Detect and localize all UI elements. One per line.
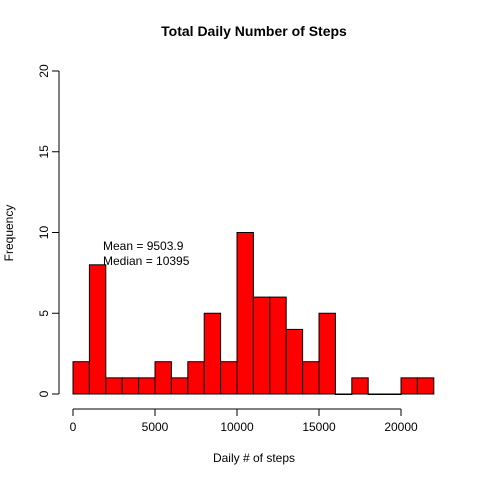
histogram-bar: [367, 393, 386, 395]
x-axis-ticks: 0 5000 10000 15000 20000: [70, 409, 418, 434]
x-tick-label: 15000: [302, 420, 336, 434]
histogram-bar: [121, 377, 140, 395]
x-tick-label: 10000: [220, 420, 254, 434]
histogram-bar: [105, 377, 123, 395]
histogram-bar: [88, 264, 107, 395]
median-annotation: Median = 10395: [103, 254, 190, 268]
histogram-bars: [72, 232, 435, 395]
histogram-bar: [236, 232, 254, 395]
y-tick-label: 15: [37, 145, 51, 159]
histogram-bar: [351, 377, 369, 395]
histogram-bar: [138, 377, 156, 395]
histogram-bar: [334, 393, 353, 395]
histogram-bar: [72, 361, 90, 395]
x-tick-label: 5000: [142, 420, 169, 434]
histogram-bar: [302, 361, 320, 395]
histogram-bar: [400, 377, 418, 395]
x-tick-label: 20000: [384, 420, 418, 434]
histogram-bar: [318, 312, 336, 395]
x-axis-title: Daily # of steps: [213, 451, 295, 465]
histogram-bar: [416, 377, 435, 395]
histogram-bar: [170, 377, 189, 395]
histogram-bar: [269, 296, 287, 395]
histogram-bar: [285, 328, 304, 395]
y-tick-label: 10: [37, 226, 51, 240]
histogram-bar: [384, 393, 402, 395]
mean-annotation: Mean = 9503.9: [103, 239, 184, 253]
histogram-bar: [252, 296, 271, 395]
y-tick-label: 5: [37, 310, 51, 317]
x-tick-label: 0: [70, 420, 77, 434]
histogram-bar: [203, 312, 222, 395]
y-axis-title: Frequency: [2, 205, 16, 262]
histogram-bar: [154, 361, 172, 395]
y-tick-label: 0: [37, 390, 51, 397]
chart-title: Total Daily Number of Steps: [161, 23, 347, 39]
y-axis-ticks: 0 5 10 15 20: [37, 64, 59, 397]
y-tick-label: 20: [37, 64, 51, 78]
histogram-bar: [220, 361, 238, 395]
histogram-bar: [187, 361, 205, 395]
